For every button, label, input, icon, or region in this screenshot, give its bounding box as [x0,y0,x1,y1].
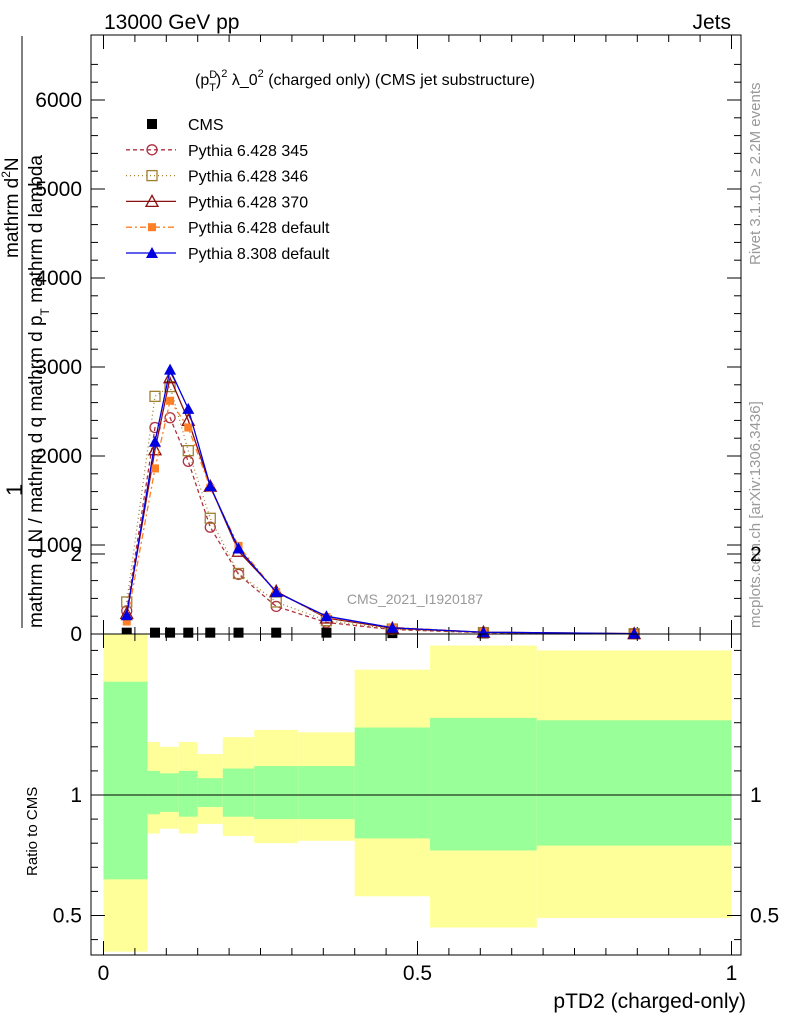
y-tick-label: 4000 [35,267,82,290]
data-point [182,455,194,467]
data-point [204,512,216,524]
y-tick-label: 2000 [35,445,82,468]
y-tick-label: 5000 [35,178,82,201]
data-point [204,480,217,492]
data-point [232,542,245,554]
legend-marker [146,169,158,182]
data-point [270,586,283,598]
main-plot-ticks: 0 1000 2000 3000 4000 5000 6000 [35,35,741,646]
y-tick-label: 6000 [35,89,82,112]
ratio-y-axis-label: Ratio to CMS [24,787,41,876]
data-point [204,521,216,533]
series-p8 [120,363,641,639]
ratio-band-green [222,768,255,817]
data-point [165,627,176,638]
x-tick-label: 0 [98,962,110,985]
ratio-plot-frame [90,633,742,956]
ratio-band-green [147,770,161,815]
svg-text:1: 1 [2,484,27,496]
data-point [149,627,160,638]
legend-marker [146,247,158,258]
data-point [183,627,194,638]
data-point [182,445,194,457]
series-layer [119,363,642,640]
legend-label: Pythia 6.428 345 [188,143,308,160]
legend-item-p370: Pythia 6.428 370 [126,194,308,211]
legend-label: Pythia 6.428 346 [188,169,308,186]
legend-item-pdefault: Pythia 6.428 default [126,220,330,237]
data-point [166,396,175,405]
rivet-version-text: Rivet 3.1.10, ≥ 2.2M events [747,83,764,266]
data-point [184,423,193,432]
ratio-y-tick-label: 2 [70,543,82,566]
data-point [147,442,163,456]
ratio-y-tick-label-right: 2 [750,543,762,566]
y-tick-label: 3000 [35,356,82,379]
ratio-band-green [254,766,299,820]
x-tick-label: 1 [726,962,738,985]
legend-label: Pythia 6.428 370 [188,194,308,211]
y-tick-label: 1000 [35,534,82,557]
ratio-y-tick-label: 1 [70,784,82,807]
data-point [233,627,244,638]
svg-text:mathrm d2N: mathrm d2N [0,157,23,258]
ratio-band-green [103,681,148,880]
legend-label: Pythia 8.308 default [188,246,330,263]
data-point [182,402,195,414]
legend-item-p345: Pythia 6.428 345 [126,143,308,160]
legend: CMS Pythia 6.428 345 Pythia 6.428 346 Pythi… [126,117,330,263]
ratio-band-green [354,727,431,839]
data-point [205,627,216,638]
ratio-band-green [430,717,537,851]
legend-label: Pythia 6.428 default [188,220,330,237]
main-y-axis-label: 1 mathrm d2N mathrm d N / mathrm d q mat… [0,36,52,628]
svg-text:mathrm d N / mathrm d q mathrm: mathrm d N / mathrm d q mathrm d pT math… [26,155,52,628]
data-point [150,464,159,473]
data-point [386,621,399,633]
legend-item-p8: Pythia 8.308 default [126,246,330,263]
ratio-band-green [536,720,732,846]
y-tick-label: 0 [70,623,82,646]
legend-label: CMS [188,117,224,134]
series-line [126,416,635,635]
header-left: 13000 GeV pp [104,11,239,34]
plot-title: (pD T)2 λ_02 (charged only) (CMS jet subs… [195,68,535,94]
mcplots-text: mcplots.cern.ch [arXiv:1306.3436] [747,401,764,628]
ratio-y-tick-label-right: 1 [750,784,762,807]
data-point [149,390,161,403]
data-point [320,610,333,622]
ratio-band-green [298,766,355,820]
legend-marker [148,223,156,232]
data-point [271,627,282,638]
legend-marker [144,194,160,208]
ratio-bands [103,634,732,952]
x-tick-label: 0.5 [403,962,432,985]
legend-marker [147,119,157,129]
header-right: Jets [692,11,731,34]
ratio-band-green [178,770,198,817]
ratio-y-tick-label-right: 0.5 [750,905,779,928]
legend-item-cms: CMS [147,117,224,134]
data-point [122,617,131,626]
data-point [148,435,161,447]
data-point [121,627,132,638]
data-point [120,609,133,621]
ratio-plot-ticks: 0.5 0.5 1 1 2 2 0 0.5 1 [53,543,779,985]
ratio-y-tick-label: 0.5 [53,905,82,928]
legend-item-p346: Pythia 6.428 346 [126,169,308,186]
data-point [164,380,176,393]
data-point [164,363,177,375]
ratio-band-green [197,778,223,808]
data-point [164,412,176,424]
legend-marker [146,144,158,156]
data-point [321,627,332,638]
x-axis-label: pTD2 (charged-only) [553,990,746,1013]
data-point [232,567,245,580]
ratio-band-green [160,773,179,812]
analysis-watermark: CMS_2021_I1920187 [347,591,483,607]
